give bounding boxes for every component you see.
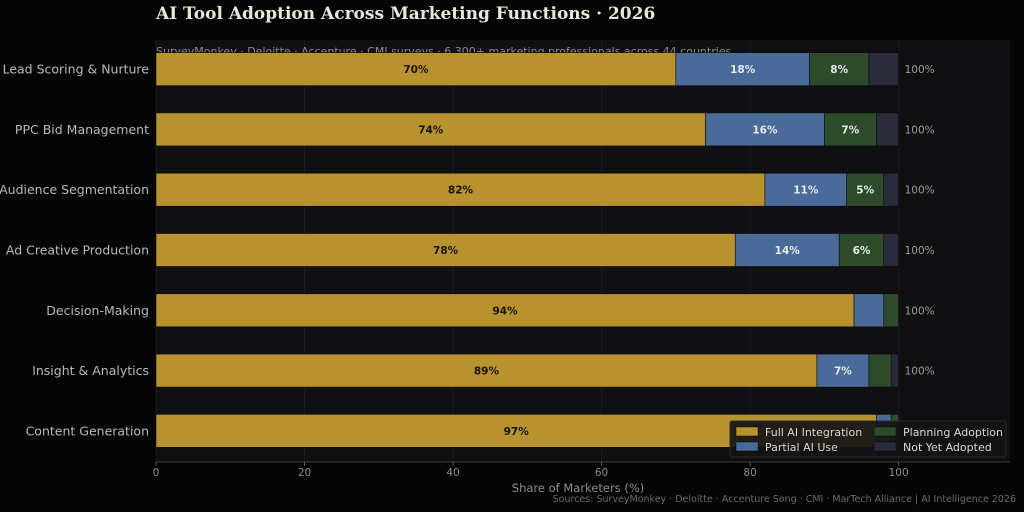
x-tick-label: 100 <box>889 467 909 479</box>
bar-segment <box>883 293 899 328</box>
bar-value-label: 14% <box>775 245 801 257</box>
x-tick-label: 60 <box>595 467 608 479</box>
total-label: 100% <box>905 305 935 317</box>
bar-value-label: 16% <box>752 124 778 136</box>
legend-swatch <box>873 441 897 452</box>
bar-segment <box>705 112 825 147</box>
legend-entry: Partial AI Use <box>765 441 838 454</box>
category-label: Content Generation <box>26 423 149 438</box>
x-tick-label: 40 <box>446 467 459 479</box>
bar-segment <box>155 233 736 267</box>
bar-segment <box>155 172 766 207</box>
bar-value-label: 89% <box>474 366 500 378</box>
bar-value-label: 82% <box>448 185 474 197</box>
total-label: 100% <box>905 366 935 378</box>
bar-segment <box>883 233 899 267</box>
bar-value-label: 70% <box>403 64 429 76</box>
x-tick-label: 80 <box>743 467 756 479</box>
category-label: Decision-Making <box>46 303 149 318</box>
bar-value-label: 5% <box>856 185 874 197</box>
chart-title: AI Tool Adoption Across Marketing Functi… <box>156 4 656 24</box>
legend-swatch <box>873 426 897 437</box>
x-tick-label: 0 <box>153 467 160 479</box>
bar-segment <box>824 112 877 147</box>
bar-segment <box>155 52 677 86</box>
bar-value-label: 7% <box>841 124 859 136</box>
legend-swatch <box>735 426 759 437</box>
bar-value-label: 94% <box>492 305 518 317</box>
category-label: Insight & Analytics <box>32 363 149 378</box>
legend-swatch <box>735 441 759 452</box>
bar-value-label: 8% <box>830 64 848 76</box>
bar-value-label: 97% <box>504 426 530 438</box>
bar-segment <box>890 353 899 388</box>
source-note: Sources: SurveyMonkey · Deloitte · Accen… <box>553 494 1016 505</box>
total-label: 100% <box>905 124 935 136</box>
bar-value-label: 74% <box>418 124 444 136</box>
bar-value-label: 78% <box>433 245 459 257</box>
bar-segment <box>868 52 899 86</box>
category-label: PPC Bid Management <box>15 122 149 137</box>
bar-segment <box>675 52 810 86</box>
total-label: 100% <box>905 245 935 257</box>
bar-value-label: 11% <box>793 185 819 197</box>
bar-segment <box>853 293 885 328</box>
legend-box <box>729 420 1007 458</box>
category-label: Ad Creative Production <box>6 243 149 258</box>
x-axis-title: Share of Marketers (%) <box>512 481 644 495</box>
bar-segment <box>838 233 885 267</box>
bar-segment <box>883 172 899 207</box>
bar-segment <box>734 233 840 267</box>
bar-segment <box>155 353 818 388</box>
legend-entry: Planning Adoption <box>903 426 1003 439</box>
bar-segment <box>876 112 899 147</box>
bar-segment <box>816 353 870 388</box>
bar-value-label: 7% <box>834 366 852 378</box>
category-label: Audience Segmentation <box>0 182 149 197</box>
x-tick-label: 20 <box>298 467 311 479</box>
bar-segment <box>155 293 855 328</box>
legend-entry: Not Yet Adopted <box>903 441 992 454</box>
bar-value-label: 18% <box>730 64 756 76</box>
total-label: 100% <box>905 64 935 76</box>
total-label: 100% <box>905 185 935 197</box>
bar-segment <box>868 353 892 388</box>
legend-entry: Full AI Integration <box>765 426 862 439</box>
bar-segment <box>764 172 847 207</box>
category-label: Lead Scoring & Nurture <box>3 62 150 77</box>
bar-value-label: 6% <box>853 245 871 257</box>
